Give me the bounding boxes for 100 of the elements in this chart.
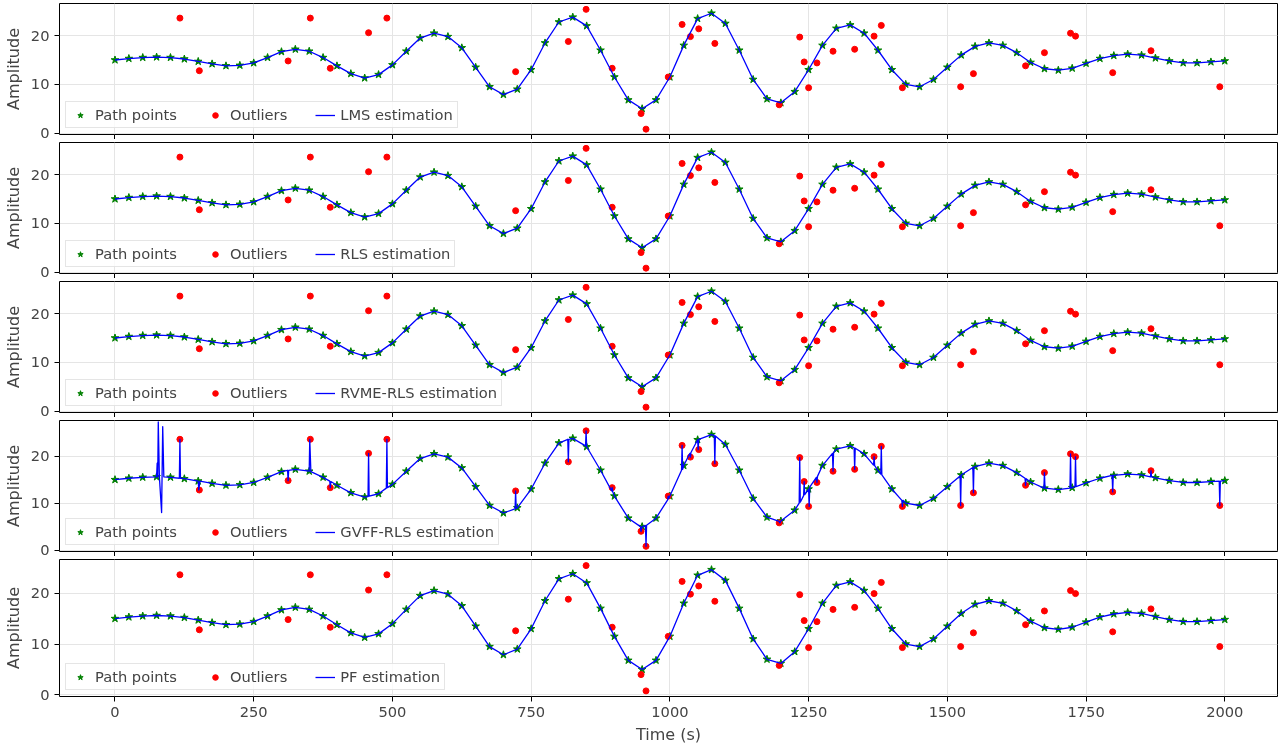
point xyxy=(195,345,203,353)
y-tick-label: 10 xyxy=(30,635,50,653)
point xyxy=(365,29,373,37)
point xyxy=(813,337,821,345)
point xyxy=(678,577,686,585)
point xyxy=(957,83,965,91)
y-axis-title: Amplitude xyxy=(3,445,23,527)
point xyxy=(957,222,965,230)
point xyxy=(284,335,292,343)
legend-label: Outliers xyxy=(229,523,288,540)
point xyxy=(1022,340,1030,348)
legend-label: Path points xyxy=(95,245,177,262)
point xyxy=(805,223,813,231)
point xyxy=(813,198,821,206)
point xyxy=(1072,590,1080,598)
y-tick-label: 0 xyxy=(40,541,50,559)
point xyxy=(969,629,977,637)
legend-label: Path points xyxy=(95,106,177,123)
legend-label: Path points xyxy=(95,523,177,540)
point xyxy=(1040,188,1048,196)
legend-label: Outliers xyxy=(229,106,288,123)
point xyxy=(1216,222,1224,230)
point xyxy=(711,597,719,605)
point xyxy=(176,292,184,300)
point xyxy=(582,5,590,13)
legend-label: RVME-RLS estimation xyxy=(340,384,497,401)
point xyxy=(637,110,645,118)
point xyxy=(642,403,650,411)
point xyxy=(642,125,650,133)
x-axis-title: Time (s) xyxy=(634,724,702,744)
point xyxy=(898,362,906,370)
point xyxy=(796,33,804,41)
point xyxy=(383,571,391,579)
point xyxy=(711,317,719,325)
y-tick-label: 20 xyxy=(30,26,50,44)
point xyxy=(898,644,906,652)
legend-label: RLS estimation xyxy=(340,245,451,262)
point xyxy=(851,603,859,611)
point xyxy=(829,47,837,55)
legend-label: GVFF-RLS estimation xyxy=(340,523,494,540)
point xyxy=(383,14,391,22)
point xyxy=(969,209,977,217)
y-axis-title: Amplitude xyxy=(3,306,23,388)
point xyxy=(796,311,804,319)
x-tick-label: 250 xyxy=(239,702,268,720)
point xyxy=(711,39,719,47)
point xyxy=(1067,168,1075,176)
point xyxy=(1109,208,1117,216)
point xyxy=(957,361,965,369)
point xyxy=(851,184,859,192)
point xyxy=(176,571,184,579)
point xyxy=(829,605,837,613)
point xyxy=(195,626,203,634)
point xyxy=(564,37,572,45)
point xyxy=(512,627,520,635)
point xyxy=(678,298,686,306)
y-tick-label: 0 xyxy=(40,402,50,420)
point xyxy=(306,571,314,579)
point xyxy=(695,164,703,172)
point xyxy=(306,153,314,161)
point xyxy=(805,84,813,92)
point xyxy=(870,32,878,40)
point xyxy=(564,176,572,184)
point xyxy=(1147,186,1155,194)
point xyxy=(365,168,373,176)
legend-label: LMS estimation xyxy=(340,106,453,123)
point xyxy=(176,153,184,161)
point xyxy=(582,283,590,291)
point xyxy=(637,388,645,396)
point xyxy=(512,207,520,215)
y-tick-label: 10 xyxy=(30,214,50,232)
y-tick-label: 0 xyxy=(40,263,50,281)
point xyxy=(870,171,878,179)
legend-label: Outliers xyxy=(229,245,288,262)
x-tick-label: 1750 xyxy=(1067,702,1105,720)
point xyxy=(829,186,837,194)
point xyxy=(695,582,703,590)
point xyxy=(1109,347,1117,355)
point xyxy=(1109,628,1117,636)
y-axis-title: Amplitude xyxy=(3,587,23,669)
point xyxy=(1040,327,1048,335)
point xyxy=(195,67,203,75)
y-tick-label: 20 xyxy=(30,304,50,322)
x-tick-label: 0 xyxy=(110,702,120,720)
point xyxy=(383,292,391,300)
point xyxy=(870,310,878,318)
point xyxy=(800,197,808,205)
point xyxy=(800,617,808,625)
point xyxy=(284,616,292,624)
point xyxy=(877,578,885,586)
point xyxy=(800,336,808,344)
point xyxy=(365,586,373,594)
point xyxy=(326,623,334,631)
point xyxy=(877,299,885,307)
point xyxy=(796,591,804,599)
x-tick-label: 500 xyxy=(378,702,407,720)
point xyxy=(306,292,314,300)
y-tick-label: 20 xyxy=(30,447,50,465)
point xyxy=(1040,607,1048,615)
point xyxy=(564,595,572,603)
